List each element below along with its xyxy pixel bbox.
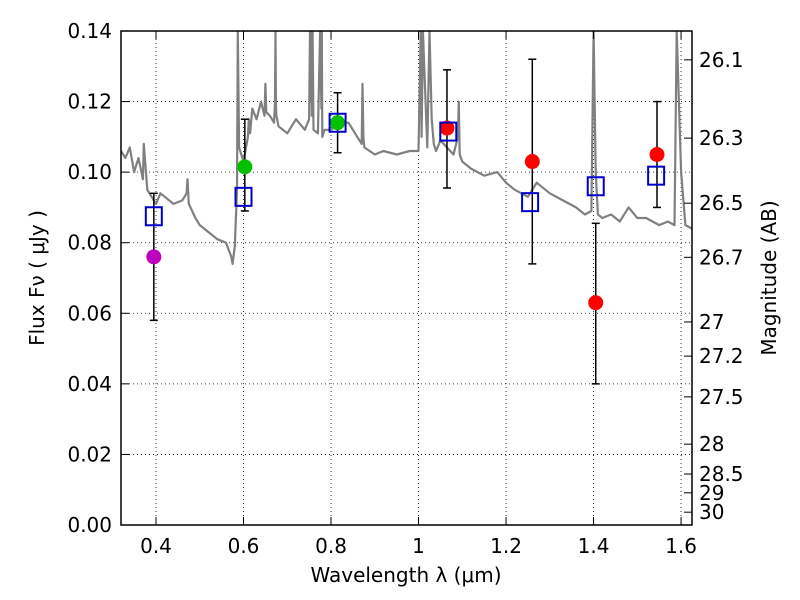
model-square (586, 176, 605, 197)
y-tick-label: 0.08 (67, 231, 112, 255)
mag-tick-label: 26.7 (699, 245, 744, 269)
model-square (439, 121, 458, 142)
mag-tick-label: 27.2 (699, 344, 744, 368)
y-tick-label: 0.06 (67, 301, 112, 325)
data-point (439, 120, 455, 136)
model-spectrum (121, 31, 692, 265)
mag-tick-label: 27.5 (699, 385, 744, 409)
model-square (144, 206, 163, 227)
mag-tick-label: 29 (699, 481, 724, 505)
mag-tick-label: 26.5 (699, 191, 744, 215)
mag-tick-label: 27 (699, 310, 724, 334)
y-tick-label: 0.12 (67, 90, 112, 114)
observed-points (146, 115, 665, 311)
x-tick-label: 0.4 (140, 534, 172, 558)
model-square (328, 112, 347, 133)
mag-tick-label: 28 (699, 432, 724, 456)
x-axis-ticks: 0.4 0.6 0.8 1 1.2 1.4 1.6 (140, 31, 697, 558)
model-square (647, 165, 666, 186)
y-tick-label: 0.10 (67, 160, 112, 184)
y-axis-label: Flux Fν ( μJy ) (25, 210, 49, 346)
y-tick-label: 0.14 (67, 19, 112, 43)
y-tick-label: 0.04 (67, 372, 112, 396)
model-square (234, 186, 253, 207)
model-square (521, 192, 540, 213)
data-point (524, 154, 540, 170)
data-point (588, 295, 604, 311)
spectrum-line (121, 31, 692, 265)
x-tick-label: 1.4 (578, 534, 610, 558)
x-tick-label: 1.6 (665, 534, 697, 558)
data-point (649, 147, 665, 162)
x-tick-label: 1.2 (490, 534, 522, 558)
x-axis-label: Wavelength λ (μm) (310, 563, 501, 587)
x-tick-label: 0.6 (228, 534, 260, 558)
right-axis-label: Magnitude (AB) (757, 200, 781, 355)
mag-tick-label: 26.3 (699, 126, 744, 150)
x-tick-label: 1 (412, 534, 425, 558)
y-tick-label: 0.00 (67, 513, 112, 537)
y-tick-label: 0.02 (67, 442, 112, 466)
plot-frame (120, 30, 693, 526)
data-point (237, 159, 253, 175)
data-point (146, 249, 162, 265)
mag-tick-label: 26.1 (699, 48, 744, 72)
mag-tick-label: 30 (699, 500, 724, 524)
data-point (330, 115, 346, 131)
mag-tick-label: 28.5 (699, 462, 744, 486)
model-squares (144, 112, 666, 227)
y-axis-ticks: 0.00 0.02 0.04 0.06 0.08 0.10 0.12 0.14 (67, 19, 129, 537)
x-tick-label: 0.8 (315, 534, 347, 558)
